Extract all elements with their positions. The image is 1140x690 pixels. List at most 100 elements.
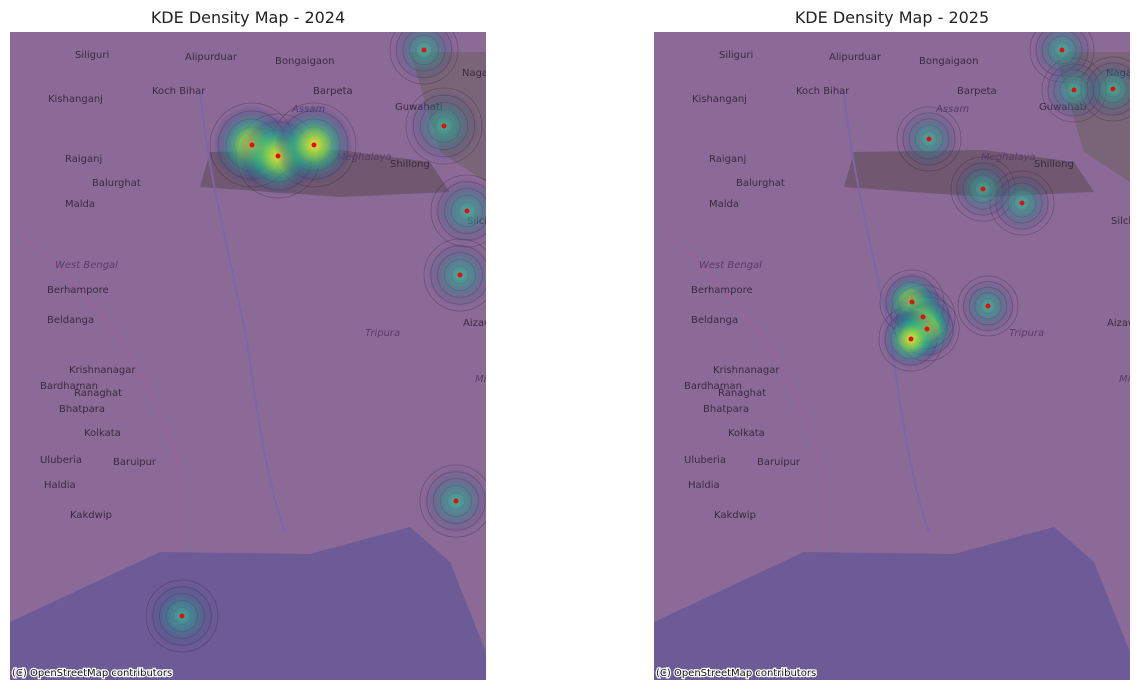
event-point (421, 47, 427, 53)
density-cluster (957, 275, 1019, 337)
place-label: Ranaghat (74, 388, 122, 399)
density-fill (1083, 59, 1130, 119)
density-contour (896, 106, 962, 172)
density-cluster (950, 156, 1055, 236)
place-label: Mizoram (475, 374, 518, 385)
place-label: Shillong (1034, 159, 1074, 170)
place-label: Barpeta (313, 86, 353, 97)
place-label: Uluberia (40, 455, 82, 466)
density-fill (392, 32, 456, 82)
place-label: Koch Bihar (796, 86, 850, 97)
event-point (311, 142, 317, 148)
place-label: Kakdwip (714, 510, 756, 521)
density-contour (423, 238, 486, 312)
density-contour (957, 275, 1019, 337)
event-point (924, 326, 930, 332)
density-fill (426, 241, 486, 309)
event-point (249, 142, 255, 148)
density-cluster (419, 464, 486, 538)
event-point (920, 314, 926, 320)
place-label: Aizawl (463, 318, 495, 329)
density-cluster (405, 87, 483, 165)
event-point (1071, 87, 1077, 93)
sea (654, 527, 1130, 680)
place-label: Nagaon (462, 68, 501, 79)
place-label: Koch Bihar (152, 86, 206, 97)
density-cluster (423, 238, 486, 312)
place-label: Alipurduar (829, 52, 882, 63)
place-label: Beldanga (47, 315, 94, 326)
density-contour (389, 32, 459, 85)
density-contour (419, 464, 486, 538)
density-cluster (209, 102, 357, 199)
place-label: Baruipur (757, 457, 801, 468)
event-point (464, 208, 470, 214)
event-point (1110, 86, 1116, 92)
event-point (1019, 200, 1025, 206)
place-label: Haldia (44, 480, 76, 491)
density-cluster (1029, 32, 1130, 123)
map-panel: SiliguriAlipurduarBongaigaonNagaonKishan… (654, 32, 1140, 680)
event-point (179, 613, 185, 619)
density-contour (405, 87, 483, 165)
place-label: Barpeta (957, 86, 997, 97)
place-label: Malda (709, 199, 739, 210)
event-point (985, 303, 991, 309)
event-point (908, 336, 914, 342)
place-label: Berhampore (691, 285, 753, 296)
event-point (926, 136, 932, 142)
place-label: Uluberia (684, 455, 726, 466)
panel-title: KDE Density Map - 2024 (151, 8, 345, 27)
event-point (980, 186, 986, 192)
density-fill (433, 177, 486, 245)
density-cluster (145, 579, 219, 653)
place-label: Balurghat (736, 178, 785, 189)
place-label: Meghalaya (981, 152, 1036, 163)
density-cluster (430, 174, 486, 248)
place-label: Silchar (1111, 216, 1140, 227)
place-label: Kishanganj (48, 94, 103, 105)
place-label: Kakdwip (70, 510, 112, 521)
place-label: Beldanga (691, 315, 738, 326)
place-label: Bardhaman (40, 381, 98, 392)
place-label: Tripura (1009, 328, 1044, 339)
place-label: Tripura (365, 328, 400, 339)
place-label: Bongaigaon (919, 56, 979, 67)
place-label: Alipurduar (185, 52, 238, 63)
panel-title: KDE Density Map - 2025 (795, 8, 989, 27)
place-label: Ranaghat (718, 388, 766, 399)
place-label: Kolkata (84, 428, 121, 439)
border (663, 231, 825, 552)
attribution: (C) OpenStreetMap contributors (656, 668, 816, 679)
place-label: Bhatpara (703, 404, 749, 415)
place-label: Raiganj (709, 154, 746, 165)
place-label: West Bengal (55, 260, 118, 271)
density-cluster (878, 269, 960, 372)
place-label: Siliguri (75, 50, 109, 61)
density-contour (145, 579, 219, 653)
place-label: Bardhaman (684, 381, 742, 392)
river (199, 91, 286, 533)
map-panel: Siliguri Alipurduar Bongaigaon Nagaon Kishan… (10, 32, 518, 680)
border (19, 231, 181, 552)
place-label: Balurghat (92, 178, 141, 189)
place-label: Siliguri (719, 50, 753, 61)
event-point (275, 153, 281, 159)
place-label: Malda (65, 199, 95, 210)
place-label: Haldia (688, 480, 720, 491)
place-label: Baruipur (113, 457, 157, 468)
place-label: Krishnanagar (713, 365, 780, 376)
place-label: Bongaigaon (275, 56, 335, 67)
place-label: Krishnanagar (69, 365, 136, 376)
place-label: Kishanganj (692, 94, 747, 105)
place-label: Kolkata (728, 428, 765, 439)
place-label: West Bengal (699, 260, 762, 271)
place-label: Berhampore (47, 285, 109, 296)
place-label: Aizawl (1107, 318, 1139, 329)
place-label: Bhatpara (59, 404, 105, 415)
place-label: Mizoram (1119, 374, 1140, 385)
place-label: Shillong (390, 159, 430, 170)
event-point (909, 299, 915, 305)
place-label: Meghalaya (337, 152, 392, 163)
density-cluster (896, 106, 962, 172)
